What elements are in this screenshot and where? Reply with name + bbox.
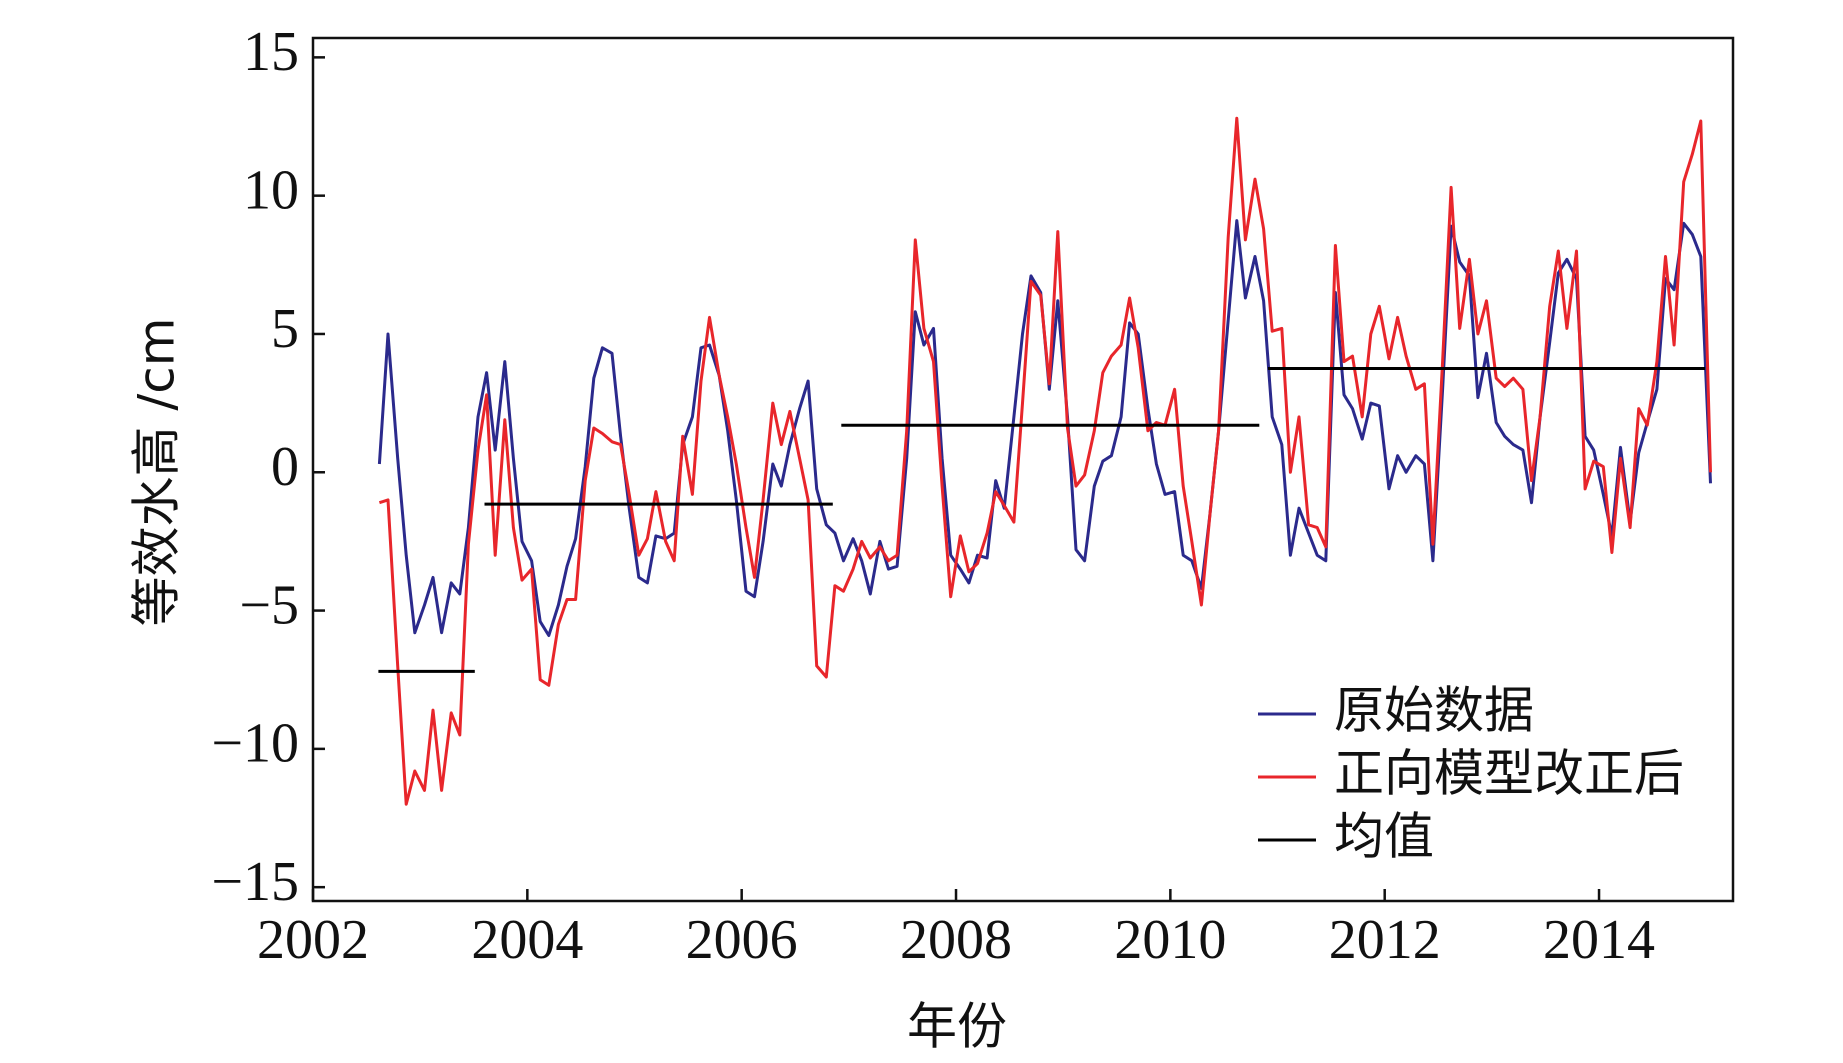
legend-label: 正向模型改正后 bbox=[1334, 745, 1684, 803]
y-tick-label: 0 bbox=[271, 436, 299, 498]
series-line bbox=[378, 116, 1712, 806]
x-axis-label: 年份 bbox=[907, 998, 1007, 1056]
y-tick-label: 10 bbox=[243, 160, 299, 222]
series-line bbox=[378, 367, 1706, 673]
plot-frame bbox=[311, 36, 1735, 903]
legend-label: 均值 bbox=[1334, 808, 1434, 866]
x-tick-label: 2004 bbox=[471, 909, 583, 971]
x-tick-label: 2008 bbox=[900, 909, 1012, 971]
x-tick-label: 2014 bbox=[1543, 909, 1655, 971]
y-tick-label: 5 bbox=[271, 298, 299, 360]
y-tick-label: −10 bbox=[211, 713, 299, 775]
x-tick-label: 2006 bbox=[686, 909, 798, 971]
x-tick-label: 2012 bbox=[1329, 909, 1441, 971]
x-tick-label: 2002 bbox=[257, 909, 369, 971]
legend-label: 原始数据 bbox=[1334, 682, 1534, 740]
x-tick-label: 2010 bbox=[1114, 909, 1226, 971]
y-tick-label: 15 bbox=[243, 21, 299, 83]
y-tick-label: −5 bbox=[239, 574, 299, 636]
y-tick-label: −15 bbox=[211, 851, 299, 913]
y-axis-label: 等效水高 /cm bbox=[128, 318, 186, 627]
